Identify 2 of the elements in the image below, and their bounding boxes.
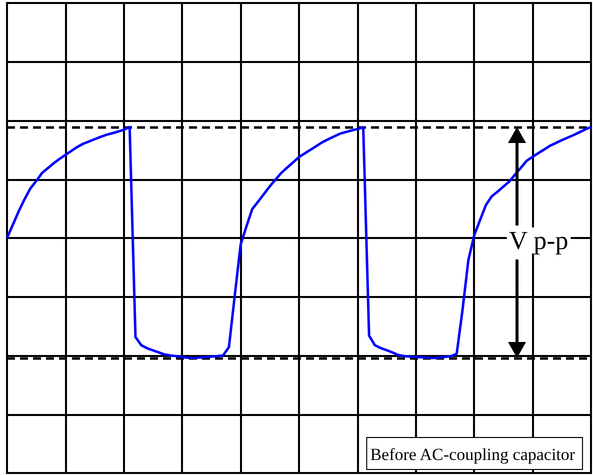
text: Before AC-coupling capacitor [370, 445, 576, 464]
annotation: V p-p [508, 226, 568, 255]
